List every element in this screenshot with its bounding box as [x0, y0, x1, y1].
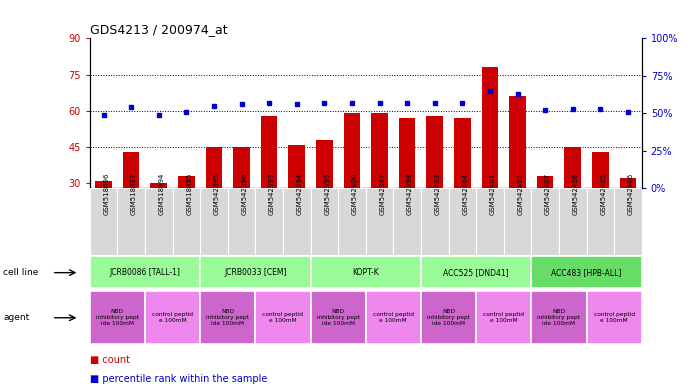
- Bar: [448, 188, 476, 255]
- Bar: [95, 181, 112, 256]
- Text: GSM518494: GSM518494: [159, 172, 165, 215]
- Bar: [393, 188, 421, 255]
- Bar: [90, 257, 200, 288]
- Text: GSM542403: GSM542403: [435, 172, 441, 215]
- Bar: [145, 188, 172, 255]
- Text: control peptid
e 100mM: control peptid e 100mM: [483, 312, 524, 323]
- Text: NBD
inhibitory pept
ide 100mM: NBD inhibitory pept ide 100mM: [538, 310, 580, 326]
- Bar: [531, 291, 586, 344]
- Bar: [123, 152, 139, 256]
- Bar: [200, 188, 228, 255]
- Bar: [476, 291, 531, 344]
- Text: ■ percentile rank within the sample: ■ percentile rank within the sample: [90, 374, 267, 384]
- Text: control peptid
e 100mM: control peptid e 100mM: [152, 312, 193, 323]
- Text: cell line: cell line: [3, 268, 39, 277]
- Bar: [509, 96, 526, 256]
- Text: GSM542397: GSM542397: [380, 172, 386, 215]
- Text: ACC483 [HPB-ALL]: ACC483 [HPB-ALL]: [551, 268, 622, 277]
- Bar: [371, 113, 388, 256]
- Text: GSM542395: GSM542395: [214, 172, 220, 215]
- Text: GSM518496: GSM518496: [104, 172, 110, 215]
- Text: GSM542402: GSM542402: [518, 172, 524, 215]
- Text: GSM542407: GSM542407: [545, 172, 551, 215]
- Bar: [421, 257, 531, 288]
- Text: GSM542393: GSM542393: [269, 172, 275, 215]
- Bar: [338, 188, 366, 255]
- Bar: [482, 67, 498, 256]
- Bar: [586, 291, 642, 344]
- Bar: [228, 188, 255, 255]
- Bar: [504, 188, 531, 255]
- Bar: [366, 291, 421, 344]
- Text: GSM542400: GSM542400: [352, 172, 358, 215]
- Bar: [366, 188, 393, 255]
- Bar: [90, 291, 145, 344]
- Bar: [614, 188, 642, 255]
- Bar: [150, 183, 167, 256]
- Text: NBD
inhibitory pept
ide 100mM: NBD inhibitory pept ide 100mM: [96, 310, 139, 326]
- Bar: [310, 188, 338, 255]
- Bar: [592, 152, 609, 256]
- Text: GSM542405: GSM542405: [600, 172, 607, 215]
- Text: KOPT-K: KOPT-K: [353, 268, 379, 277]
- Bar: [283, 188, 310, 255]
- Text: NBD
inhibitory pept
ide 100mM: NBD inhibitory pept ide 100mM: [427, 310, 470, 326]
- Bar: [310, 291, 366, 344]
- Text: GSM542398: GSM542398: [407, 172, 413, 215]
- Text: control peptid
e 100mM: control peptid e 100mM: [262, 312, 304, 323]
- Text: GSM542401: GSM542401: [490, 172, 496, 215]
- Text: agent: agent: [3, 313, 30, 322]
- Bar: [344, 113, 360, 256]
- Bar: [564, 147, 581, 256]
- Bar: [421, 291, 476, 344]
- Text: GSM542399: GSM542399: [324, 172, 331, 215]
- Bar: [559, 188, 586, 255]
- Bar: [399, 118, 415, 256]
- Bar: [426, 116, 443, 256]
- Bar: [178, 176, 195, 256]
- Text: NBD
inhibitory pept
ide 100mM: NBD inhibitory pept ide 100mM: [317, 310, 359, 326]
- Bar: [586, 188, 614, 255]
- Bar: [145, 291, 200, 344]
- Bar: [90, 188, 117, 255]
- Bar: [421, 188, 448, 255]
- Bar: [172, 188, 200, 255]
- Text: NBD
inhibitory pept
ide 100mM: NBD inhibitory pept ide 100mM: [206, 310, 249, 326]
- Text: GSM518495: GSM518495: [186, 172, 193, 215]
- Bar: [255, 291, 310, 344]
- Bar: [200, 257, 310, 288]
- Bar: [310, 257, 421, 288]
- Text: GSM542408: GSM542408: [573, 172, 579, 215]
- Bar: [531, 188, 559, 255]
- Bar: [261, 116, 277, 256]
- Text: ACC525 [DND41]: ACC525 [DND41]: [443, 268, 509, 277]
- Text: control peptid
e 100mM: control peptid e 100mM: [593, 312, 635, 323]
- Text: ■ count: ■ count: [90, 355, 130, 365]
- Text: GSM542394: GSM542394: [297, 172, 303, 215]
- Text: GSM542396: GSM542396: [241, 172, 248, 215]
- Text: JCRB0086 [TALL-1]: JCRB0086 [TALL-1]: [110, 268, 180, 277]
- Bar: [316, 140, 333, 256]
- Bar: [537, 176, 553, 256]
- Text: GDS4213 / 200974_at: GDS4213 / 200974_at: [90, 23, 227, 36]
- Bar: [117, 188, 145, 255]
- Bar: [288, 145, 305, 256]
- Bar: [233, 147, 250, 256]
- Bar: [531, 257, 642, 288]
- Text: JCRB0033 [CEM]: JCRB0033 [CEM]: [224, 268, 286, 277]
- Bar: [206, 147, 222, 256]
- Text: GSM542404: GSM542404: [462, 172, 469, 215]
- Bar: [620, 179, 636, 256]
- Text: GSM542406: GSM542406: [628, 172, 634, 215]
- Bar: [454, 118, 471, 256]
- Bar: [200, 291, 255, 344]
- Bar: [476, 188, 504, 255]
- Bar: [255, 188, 283, 255]
- Text: control peptid
e 100mM: control peptid e 100mM: [373, 312, 414, 323]
- Text: GSM518497: GSM518497: [131, 172, 137, 215]
